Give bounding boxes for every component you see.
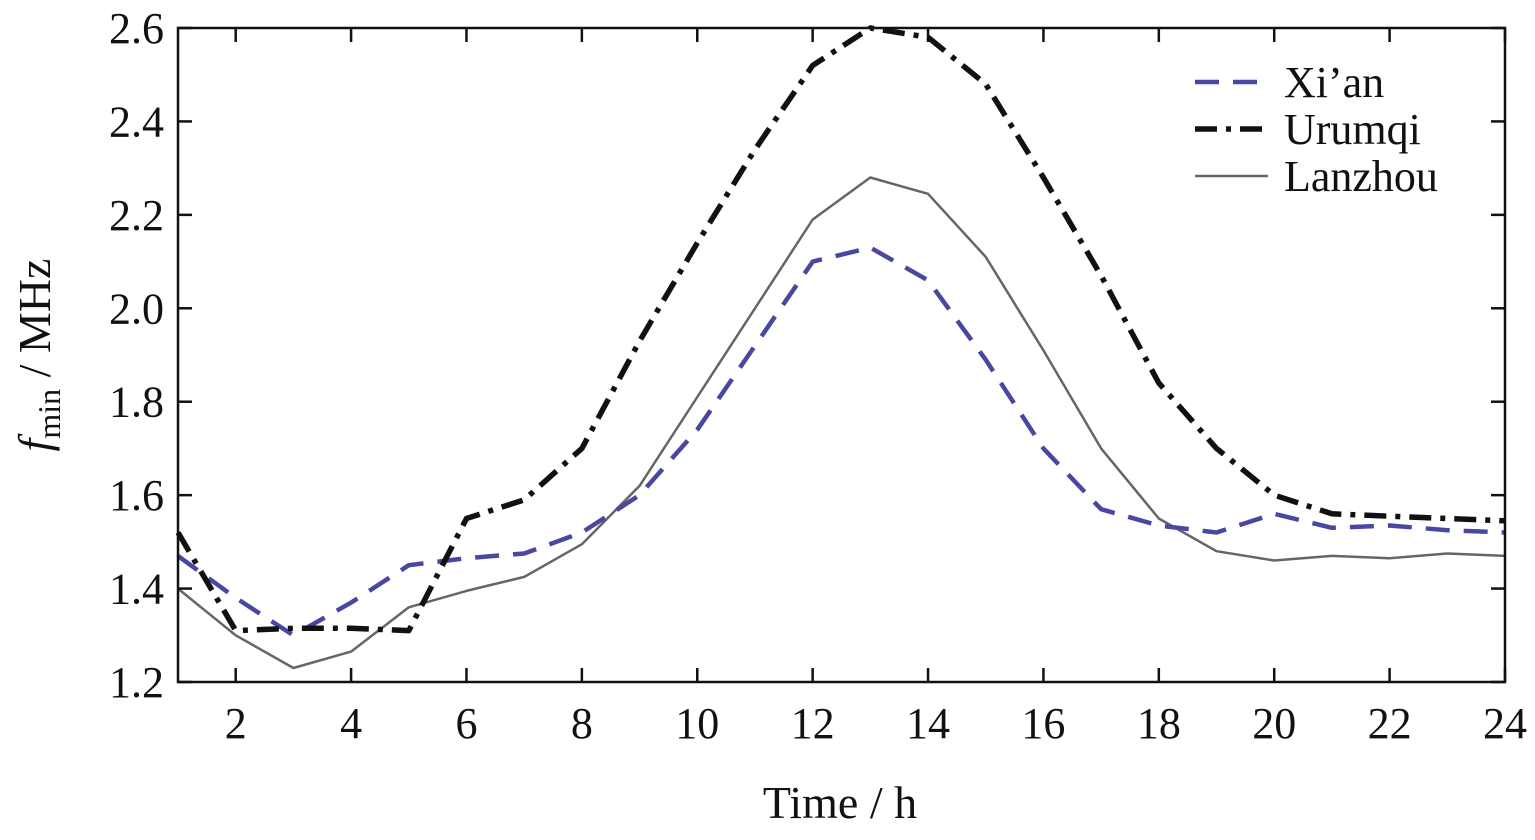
y-axis-subscript: min: [31, 389, 67, 439]
data-point: [524, 499, 525, 500]
x-tick-label: 6: [455, 699, 477, 748]
data-point: [293, 628, 294, 629]
data-point: [1101, 275, 1102, 276]
data-point: [639, 340, 640, 341]
data-point: [1274, 513, 1275, 514]
data-point: [928, 280, 929, 281]
x-tick-label: 18: [1137, 699, 1181, 748]
data-point: [466, 558, 467, 559]
y-tick-label: 1.8: [109, 378, 164, 427]
data-point: [581, 532, 582, 533]
series-line-lanzhou: [177, 176, 1506, 670]
x-tick-label: 16: [1021, 699, 1065, 748]
ticks-layer: 2 4 6 8 10 12 14 16 18 20 22 241.21.41.61.82.02.22.…: [109, 4, 1527, 748]
data-point: [754, 345, 755, 346]
data-point: [639, 495, 640, 496]
x-tick-label: 8: [571, 699, 593, 748]
data-point: [293, 635, 294, 636]
y-tick-label: 2.4: [109, 97, 164, 146]
y-tick-label: 1.4: [109, 565, 164, 614]
x-axis-title: Time / h: [763, 777, 917, 828]
series-layer: [175, 25, 1506, 670]
data-point: [1447, 518, 1448, 519]
x-tick-label: 2: [225, 699, 247, 748]
y-axis-title: fmin / MHz: [9, 259, 67, 452]
legend-label: Lanzhou: [1284, 152, 1438, 201]
x-tick-label: 22: [1368, 699, 1412, 748]
y-tick-label: 2.6: [109, 4, 164, 53]
x-tick-label: 12: [791, 699, 835, 748]
data-point: [1158, 525, 1159, 526]
series-line-xian: [176, 245, 1506, 638]
x-tick-label: 4: [340, 699, 362, 748]
y-axis-unit: / MHz: [9, 259, 60, 389]
y-tick-label: 2.2: [109, 191, 164, 240]
data-point: [870, 247, 871, 248]
x-tick-label: 10: [675, 699, 719, 748]
series-line-urumqi: [175, 25, 1506, 634]
x-tick-label: 14: [906, 699, 950, 748]
legend-label: Urumqi: [1284, 105, 1421, 154]
data-point: [1274, 495, 1275, 496]
y-tick-label: 2.0: [109, 284, 164, 333]
data-point: [985, 84, 986, 85]
y-tick-label: 1.2: [109, 658, 164, 707]
data-point: [235, 630, 236, 631]
plot-frame: [176, 26, 1507, 684]
x-tick-label: 24: [1483, 699, 1527, 748]
data-point: [754, 149, 755, 150]
x-tick-label: 20: [1252, 699, 1296, 748]
data-point: [235, 597, 236, 598]
legend-label: Xi’an: [1284, 58, 1384, 107]
data-point: [1389, 516, 1390, 517]
y-tick-label: 1.6: [109, 471, 164, 520]
